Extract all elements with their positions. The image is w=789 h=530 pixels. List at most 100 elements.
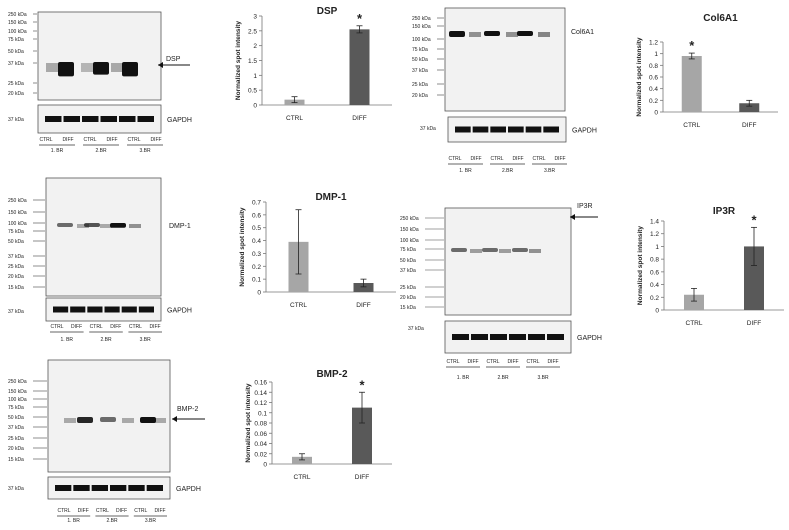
marker-label-ip3r: 25 kDa bbox=[400, 285, 416, 291]
gapdh-band-bmp2 bbox=[55, 485, 72, 491]
significance-marker-dsp: * bbox=[357, 11, 363, 26]
y-axis-label-bmp2: Normalized spot intensity bbox=[245, 383, 252, 462]
y-tick-label-ip3r: 0.2 bbox=[650, 295, 659, 302]
y-tick-label-dmp1: 0.5 bbox=[252, 225, 261, 232]
x-tick-label-bmp2-ctrl: CTRL bbox=[294, 474, 311, 481]
gapdh-panel-bmp2 bbox=[47, 476, 171, 500]
y-tick-label-bmp2: 0.04 bbox=[254, 441, 267, 448]
y-tick-label-col6a1: 0.4 bbox=[649, 86, 658, 93]
lane-label-ip3r: CTRL bbox=[486, 359, 499, 365]
lane-label-dsp: DIFF bbox=[150, 137, 161, 143]
y-tick-label-ip3r: 1.2 bbox=[650, 231, 659, 238]
lane-label-col6a1: DIFF bbox=[512, 156, 523, 162]
bar-bmp2-ctrl bbox=[292, 456, 312, 464]
marker-label-dmp1: 15 kDa bbox=[8, 285, 24, 291]
marker-label-bmp2: 250 kDa bbox=[8, 379, 27, 385]
lane-label-ip3r: CTRL bbox=[446, 359, 459, 365]
faint-band-col6a1 bbox=[538, 32, 550, 37]
gapdh-band-dsp bbox=[137, 116, 154, 122]
bar-dsp-diff bbox=[349, 29, 370, 106]
band-arrowhead-bmp2 bbox=[172, 416, 177, 422]
lane-label-col6a1: CTRL bbox=[448, 156, 461, 162]
y-axis-label-dmp1: Normalized spot intensity bbox=[239, 207, 246, 286]
gapdh-band-ip3r bbox=[528, 334, 545, 340]
lane-label-col6a1: DIFF bbox=[470, 156, 481, 162]
group-label-bmp2: 2.BR bbox=[106, 518, 118, 524]
lane-label-dmp1: DIFF bbox=[71, 324, 82, 330]
y-tick-label-col6a1: 0.2 bbox=[649, 98, 658, 105]
chart-title-dmp1: DMP-1 bbox=[315, 192, 347, 203]
gapdh-band-dmp1 bbox=[70, 306, 86, 313]
x-tick-label-ip3r-diff: DIFF bbox=[747, 320, 761, 327]
gapdh-marker-ip3r: 37 kDa bbox=[408, 326, 424, 332]
marker-label-dsp: 25 kDa bbox=[8, 81, 24, 87]
lane-label-col6a1: DIFF bbox=[554, 156, 565, 162]
marker-label-ip3r: 250 kDa bbox=[400, 216, 419, 222]
y-axis-label-ip3r: Normalized spot intensity bbox=[637, 226, 644, 305]
marker-label-col6a1: 37 kDa bbox=[412, 68, 428, 74]
x-tick-label-dsp-diff: DIFF bbox=[352, 115, 366, 122]
marker-label-bmp2: 100 kDa bbox=[8, 397, 27, 403]
faint-band-bmp2 bbox=[154, 418, 166, 423]
protein-band-dsp bbox=[93, 62, 109, 75]
marker-label-bmp2: 25 kDa bbox=[8, 436, 24, 442]
faint-band-bmp2 bbox=[122, 418, 134, 423]
gapdh-label-col6a1: GAPDH bbox=[572, 128, 597, 135]
chart-title-bmp2: BMP-2 bbox=[316, 369, 348, 380]
lane-label-dmp1: DIFF bbox=[110, 324, 121, 330]
band-arrowhead-ip3r bbox=[570, 214, 575, 220]
protein-band-ip3r bbox=[482, 248, 498, 252]
y-tick-label-dsp: 0 bbox=[253, 103, 257, 110]
group-label-dsp: 3.BR bbox=[139, 148, 151, 154]
faint-band-ip3r bbox=[529, 249, 541, 253]
marker-label-dsp: 250 kDa bbox=[8, 12, 27, 18]
y-tick-label-bmp2: 0.02 bbox=[254, 451, 267, 458]
y-tick-label-ip3r: 1.4 bbox=[650, 219, 659, 226]
gapdh-band-dsp bbox=[100, 116, 117, 122]
y-tick-label-dsp: 0.5 bbox=[248, 88, 257, 95]
marker-label-bmp2: 50 kDa bbox=[8, 415, 24, 421]
marker-label-dmp1: 25 kDa bbox=[8, 264, 24, 270]
marker-label-dsp: 20 kDa bbox=[8, 91, 24, 97]
marker-label-ip3r: 100 kDa bbox=[400, 238, 419, 244]
protein-band-dsp bbox=[122, 62, 138, 77]
lane-label-bmp2: DIFF bbox=[78, 508, 89, 514]
gapdh-label-ip3r: GAPDH bbox=[577, 335, 602, 342]
marker-label-dmp1: 250 kDa bbox=[8, 198, 27, 204]
faint-band-dsp bbox=[46, 63, 58, 72]
y-tick-label-ip3r: 1 bbox=[655, 244, 659, 251]
protein-label-ip3r: IP3R bbox=[577, 203, 593, 210]
faint-band-dsp bbox=[111, 63, 123, 72]
gapdh-label-bmp2: GAPDH bbox=[176, 486, 201, 493]
y-tick-label-bmp2: 0.12 bbox=[254, 400, 267, 407]
marker-label-dmp1: 150 kDa bbox=[8, 210, 27, 216]
protein-band-col6a1 bbox=[449, 31, 465, 37]
gapdh-marker-bmp2: 37 kDa bbox=[8, 486, 24, 492]
marker-label-ip3r: 150 kDa bbox=[400, 227, 419, 233]
lane-label-ip3r: DIFF bbox=[547, 359, 558, 365]
group-label-ip3r: 1. BR bbox=[457, 375, 470, 381]
group-label-dsp: 2.BR bbox=[95, 148, 107, 154]
marker-label-bmp2: 37 kDa bbox=[8, 425, 24, 431]
marker-label-col6a1: 25 kDa bbox=[412, 82, 428, 88]
gapdh-band-dmp1 bbox=[121, 306, 137, 313]
marker-label-dsp: 37 kDa bbox=[8, 61, 24, 67]
lane-label-ip3r: CTRL bbox=[526, 359, 539, 365]
y-tick-label-bmp2: 0 bbox=[263, 462, 267, 469]
gapdh-band-col6a1 bbox=[472, 126, 489, 133]
protein-band-dmp1 bbox=[57, 223, 73, 227]
y-tick-label-dmp1: 0.7 bbox=[252, 200, 261, 207]
lane-label-bmp2: CTRL bbox=[96, 508, 109, 514]
significance-marker-ip3r: * bbox=[751, 212, 757, 227]
gapdh-marker-col6a1: 37 kDa bbox=[420, 126, 436, 132]
y-tick-label-col6a1: 0 bbox=[654, 110, 658, 117]
faint-band-ip3r bbox=[470, 249, 482, 253]
protein-band-bmp2 bbox=[100, 417, 116, 422]
lane-label-dmp1: CTRL bbox=[90, 324, 103, 330]
protein-band-ip3r bbox=[451, 248, 467, 252]
x-tick-label-col6a1-diff: DIFF bbox=[742, 122, 756, 129]
lane-label-dsp: DIFF bbox=[62, 137, 73, 143]
faint-band-bmp2 bbox=[64, 418, 76, 423]
gapdh-marker-dsp: 37 kDa bbox=[8, 117, 24, 123]
lane-label-bmp2: DIFF bbox=[116, 508, 127, 514]
